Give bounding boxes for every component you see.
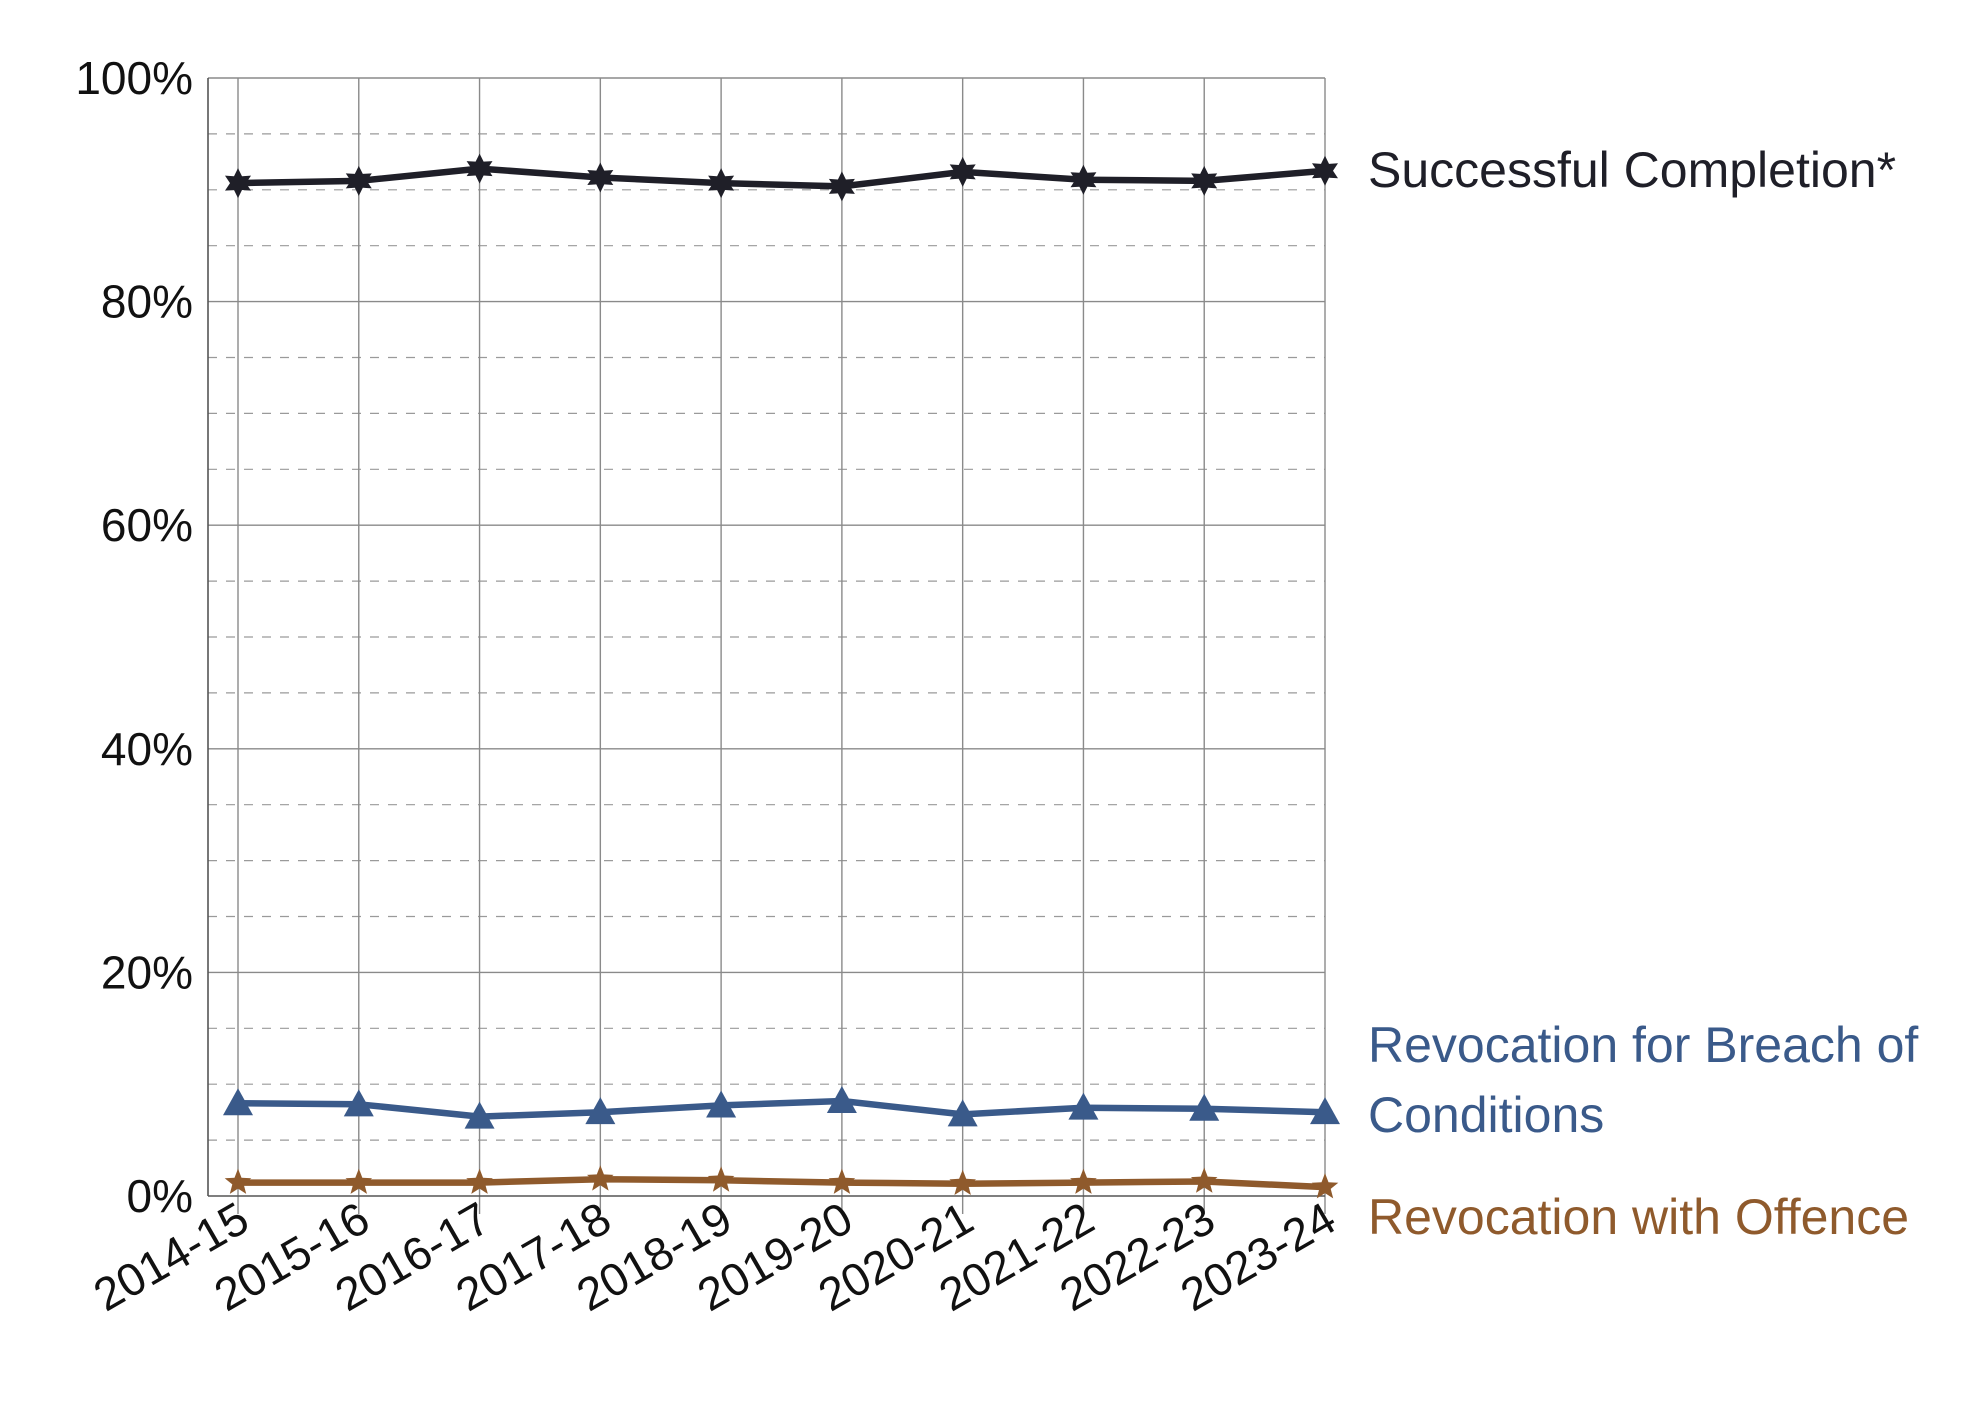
data-point-marker bbox=[343, 1089, 374, 1117]
data-point-marker bbox=[828, 1168, 856, 1194]
data-point-marker bbox=[706, 1090, 737, 1118]
y-axis-tick-labels: 0% 20% 40% 60% 80% 100% bbox=[75, 52, 193, 1222]
data-point-marker bbox=[1070, 164, 1097, 195]
series-2 bbox=[223, 1085, 1340, 1129]
series-line bbox=[238, 1175, 1326, 1191]
legend-label-revocation-with-offence: Revocation with Offence bbox=[1368, 1189, 1909, 1245]
x-axis-tick-labels: 2014-152015-162016-172017-182018-192019-… bbox=[85, 1192, 1344, 1321]
data-point-marker bbox=[828, 171, 855, 202]
data-point-marker bbox=[826, 1085, 857, 1113]
data-point-marker bbox=[345, 165, 372, 196]
grid-lines bbox=[208, 77, 1326, 1214]
y-tick-label: 100% bbox=[75, 52, 193, 104]
y-tick-label: 20% bbox=[101, 946, 193, 998]
data-point-marker bbox=[345, 1168, 373, 1194]
data-point-marker bbox=[464, 1101, 495, 1129]
data-point-marker bbox=[587, 1165, 614, 1191]
series-group bbox=[223, 153, 1340, 1199]
data-point-marker bbox=[1189, 1093, 1220, 1121]
data-point-marker bbox=[466, 1168, 493, 1194]
data-point-marker bbox=[1191, 165, 1218, 196]
data-point-marker bbox=[1312, 155, 1338, 186]
legend-label-breach-of-conditions: Revocation for Breach of bbox=[1368, 1017, 1918, 1073]
series-line bbox=[237, 1097, 1326, 1120]
data-point-marker bbox=[947, 1099, 978, 1127]
data-point-marker bbox=[1190, 1167, 1218, 1193]
data-point-marker bbox=[466, 153, 493, 184]
data-point-marker bbox=[585, 1097, 616, 1125]
data-point-marker bbox=[587, 162, 614, 193]
series-1 bbox=[225, 153, 1338, 202]
data-point-marker bbox=[1070, 1168, 1097, 1194]
data-point-marker bbox=[949, 156, 976, 187]
y-tick-label: 0% bbox=[127, 1170, 193, 1222]
legend-label-breach-of-conditions: Conditions bbox=[1368, 1087, 1604, 1143]
data-point-marker bbox=[224, 1168, 252, 1194]
data-point-marker bbox=[225, 168, 251, 199]
data-point-marker bbox=[707, 1166, 735, 1192]
data-point-marker bbox=[1068, 1092, 1099, 1120]
data-point-marker bbox=[1310, 1097, 1340, 1125]
series-line bbox=[237, 165, 1326, 190]
legend-labels: Successful Completion* Revocation for Bre… bbox=[1368, 142, 1918, 1245]
legend-label-successful-completion: Successful Completion* bbox=[1368, 142, 1896, 198]
data-point-marker bbox=[1311, 1173, 1339, 1199]
y-tick-label: 60% bbox=[101, 499, 193, 551]
y-tick-label: 40% bbox=[101, 723, 193, 775]
series-3 bbox=[224, 1165, 1339, 1199]
axes bbox=[207, 78, 1325, 1197]
data-point-marker bbox=[708, 168, 735, 199]
data-point-marker bbox=[223, 1088, 253, 1116]
y-tick-label: 80% bbox=[101, 276, 193, 328]
data-point-marker bbox=[949, 1169, 976, 1195]
